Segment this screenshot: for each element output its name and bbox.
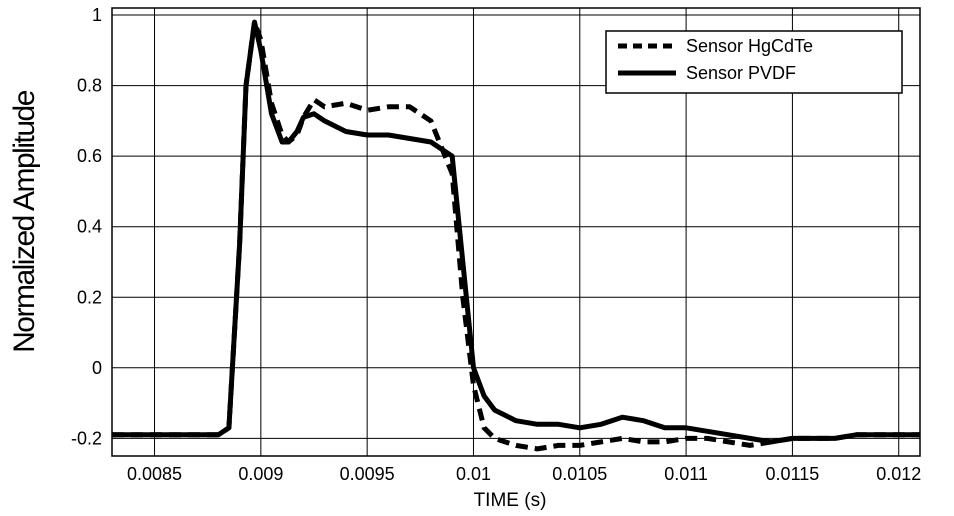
x-tick-label: 0.0105	[552, 464, 607, 484]
series-line-pvdf	[112, 19, 920, 445]
plot-frame	[111, 7, 921, 457]
x-tick-label: 0.009	[238, 464, 283, 484]
legend: Sensor HgCdTe Sensor PVDF	[605, 30, 903, 94]
x-tick-label: 0.01	[456, 464, 491, 484]
y-tick-label: 0.6	[77, 146, 102, 166]
y-tick-label: -0.2	[71, 428, 102, 448]
y-tick-label: 0.8	[77, 76, 102, 96]
x-tick-labels: 0.0085 0.009 0.0095 0.01 0.0105 0.011 0.0115 0.…	[127, 464, 921, 484]
legend-label-hgcdte: Sensor HgCdTe	[686, 36, 813, 56]
y-tick-labels: -0.2 0 0.2 0.4 0.6 0.8 1	[71, 5, 102, 448]
legend-box	[605, 30, 903, 94]
x-tick-label: 0.0095	[340, 464, 395, 484]
x-tick-label: 0.012	[876, 464, 921, 484]
y-tick-label: 0.4	[77, 217, 102, 237]
legend-label-pvdf: Sensor PVDF	[686, 63, 796, 83]
x-axis-title: TIME (s)	[474, 490, 547, 511]
y-axis-title: Normalized Amplitude	[8, 90, 41, 353]
x-tick-label: 0.0115	[766, 464, 820, 484]
y-tick-label: 0.2	[77, 287, 102, 307]
x-tick-label: 0.011	[664, 464, 708, 484]
series-layer	[112, 19, 920, 452]
y-tick-label: 1	[92, 5, 102, 25]
x-tick-label: 0.0085	[127, 464, 182, 484]
y-tick-label: 0	[92, 358, 102, 378]
